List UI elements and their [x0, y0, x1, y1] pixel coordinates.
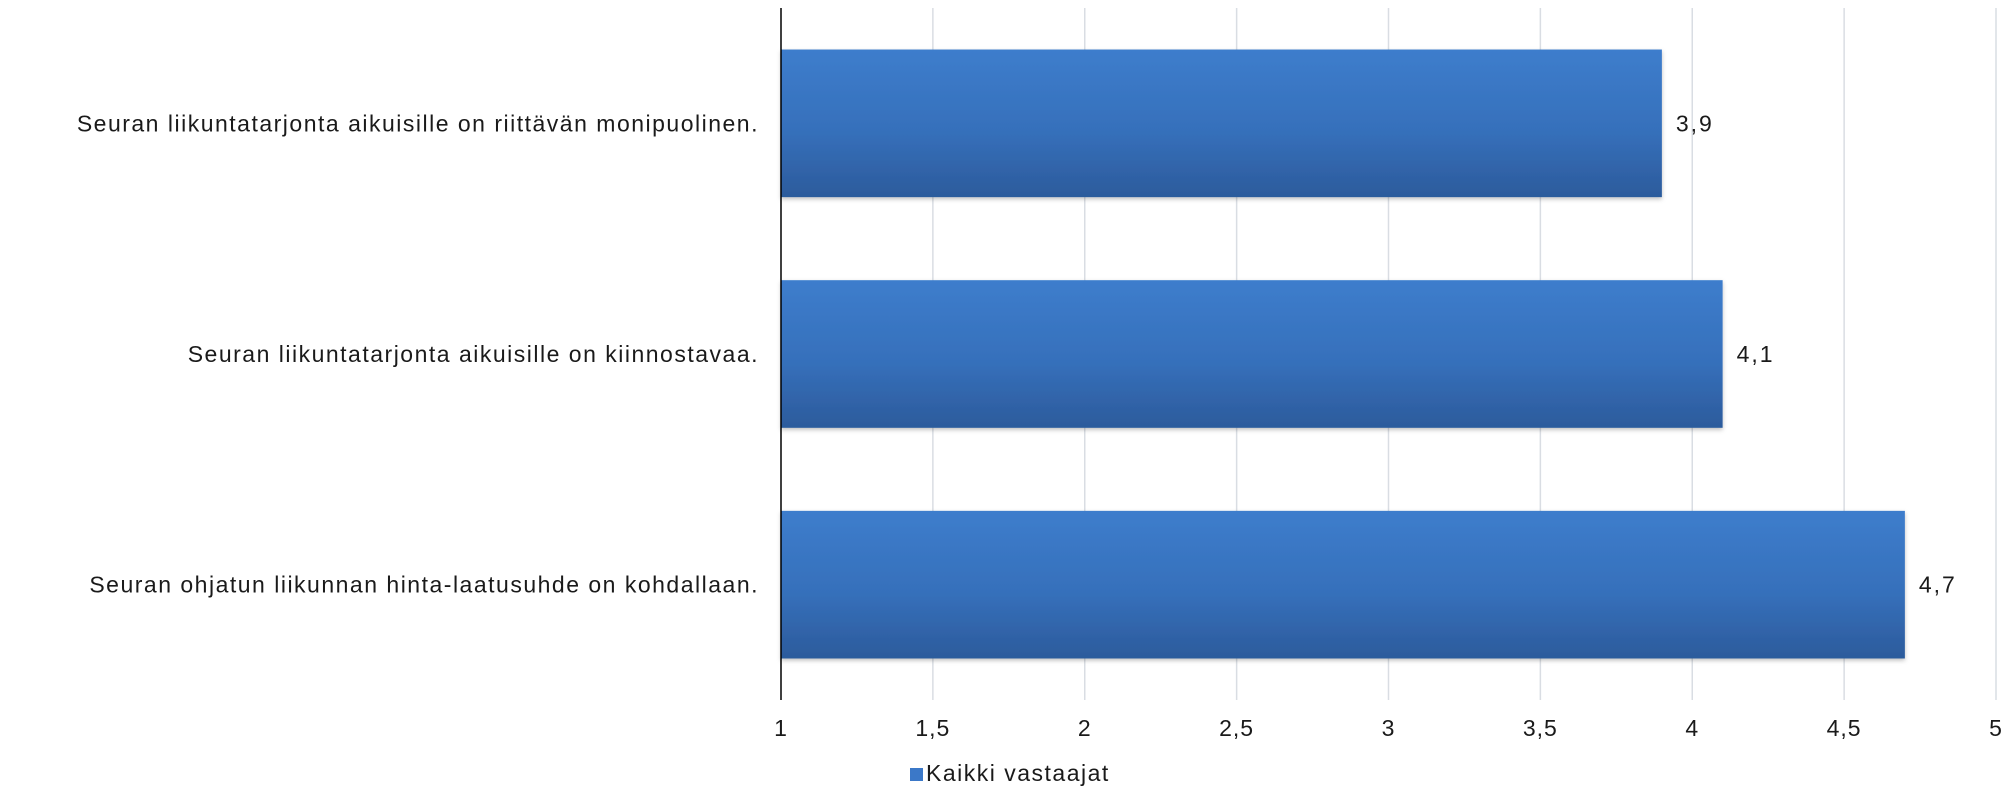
data-label: 4,1 [1737, 341, 1775, 367]
legend-swatch [910, 768, 923, 781]
data-label: 3,9 [1676, 110, 1714, 136]
bar [781, 280, 1723, 428]
x-tick-label: 1,5 [915, 715, 950, 741]
category-label: Seuran liikuntatarjonta aikuisille on ki… [188, 341, 759, 367]
x-tick-labels: 1 1,5 2 2,5 3 3,5 4 4,5 5 [774, 715, 2003, 741]
category-labels: Seuran liikuntatarjonta aikuisille on ri… [77, 110, 759, 598]
category-label: Seuran liikuntatarjonta aikuisille on ri… [77, 110, 759, 136]
x-tick-label: 5 [1989, 715, 2003, 741]
x-tick-label: 4,5 [1827, 715, 1862, 741]
bars [781, 49, 1905, 659]
x-tick-label: 3 [1382, 715, 1396, 741]
x-tick-label: 2 [1078, 715, 1092, 741]
x-tick-label: 4 [1685, 715, 1699, 741]
x-tick-label: 1 [774, 715, 788, 741]
legend: Kaikki vastaajat [910, 760, 1110, 786]
data-label: 4,7 [1919, 572, 1957, 598]
category-label: Seuran ohjatun liikunnan hinta-laatusuhd… [89, 572, 759, 598]
bar [781, 49, 1662, 198]
data-labels: 3,9 4,1 4,7 [1676, 110, 1957, 598]
legend-label: Kaikki vastaajat [926, 760, 1110, 786]
bar [781, 510, 1905, 659]
x-tick-label: 2,5 [1219, 715, 1254, 741]
x-tick-label: 3,5 [1523, 715, 1558, 741]
